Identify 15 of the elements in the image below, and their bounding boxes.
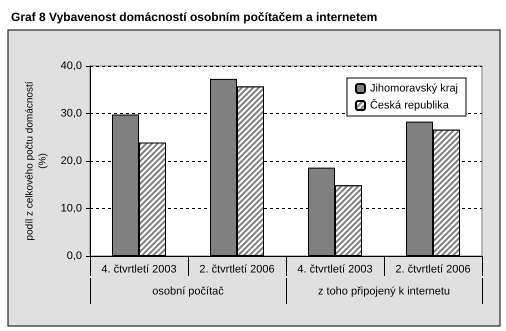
- y-tick-label: 20,0: [60, 155, 82, 167]
- legend-label: Česká republika: [370, 98, 450, 112]
- legend-label: Jihomoravský kraj: [370, 82, 458, 94]
- y-tick-label: 30,0: [60, 108, 82, 120]
- y-tick-label: 0,0: [66, 250, 82, 262]
- y-axis-title: podíl z celkového počtu domácností (%): [24, 81, 49, 240]
- y-tick-label: 40,0: [60, 60, 82, 72]
- y-tick-label: 10,0: [60, 202, 82, 214]
- chart-title: Graf 8 Vybavenost domácností osobním počítačem a internetem: [11, 10, 378, 24]
- text: osobní počítač: [152, 286, 224, 298]
- x-tick-label: 2. čtvrtletí 2006: [199, 264, 275, 276]
- text: z toho připojený k internetu: [318, 286, 450, 298]
- x-tick-label: 4. čtvrtletí 2003: [297, 264, 373, 276]
- x-tick-label: 2. čtvrtletí 2006: [395, 264, 471, 276]
- x-tick-label: 4. čtvrtletí 2003: [101, 264, 177, 276]
